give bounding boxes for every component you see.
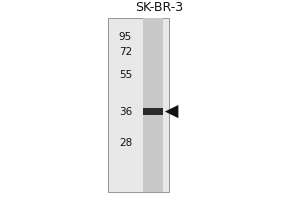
Text: 28: 28 xyxy=(119,138,132,148)
Bar xyxy=(108,18,170,192)
Bar xyxy=(143,108,163,115)
Text: 72: 72 xyxy=(119,47,132,57)
Text: SK-BR-3: SK-BR-3 xyxy=(135,1,183,14)
Polygon shape xyxy=(165,105,178,118)
Text: 36: 36 xyxy=(119,107,132,117)
Text: 55: 55 xyxy=(119,70,132,80)
Bar xyxy=(142,18,164,192)
Text: 95: 95 xyxy=(119,32,132,42)
